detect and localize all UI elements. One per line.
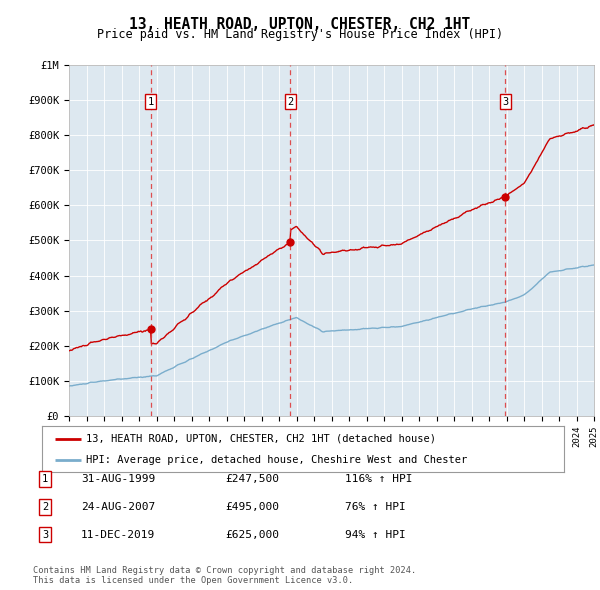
Text: Price paid vs. HM Land Registry's House Price Index (HPI): Price paid vs. HM Land Registry's House … [97, 28, 503, 41]
Text: 3: 3 [42, 530, 48, 539]
Text: 1: 1 [42, 474, 48, 484]
Text: 116% ↑ HPI: 116% ↑ HPI [345, 474, 413, 484]
Text: 94% ↑ HPI: 94% ↑ HPI [345, 530, 406, 539]
Text: 1: 1 [148, 97, 154, 107]
Text: Contains HM Land Registry data © Crown copyright and database right 2024.
This d: Contains HM Land Registry data © Crown c… [33, 566, 416, 585]
Text: £625,000: £625,000 [225, 530, 279, 539]
Text: 3: 3 [502, 97, 509, 107]
Text: 13, HEATH ROAD, UPTON, CHESTER, CH2 1HT: 13, HEATH ROAD, UPTON, CHESTER, CH2 1HT [130, 17, 470, 31]
Text: 13, HEATH ROAD, UPTON, CHESTER, CH2 1HT (detached house): 13, HEATH ROAD, UPTON, CHESTER, CH2 1HT … [86, 434, 436, 444]
Text: 31-AUG-1999: 31-AUG-1999 [81, 474, 155, 484]
Text: HPI: Average price, detached house, Cheshire West and Chester: HPI: Average price, detached house, Ches… [86, 455, 467, 466]
Text: 2: 2 [287, 97, 293, 107]
Text: 2: 2 [42, 502, 48, 512]
Text: 76% ↑ HPI: 76% ↑ HPI [345, 502, 406, 512]
Text: 24-AUG-2007: 24-AUG-2007 [81, 502, 155, 512]
Text: 11-DEC-2019: 11-DEC-2019 [81, 530, 155, 539]
Text: £495,000: £495,000 [225, 502, 279, 512]
Text: £247,500: £247,500 [225, 474, 279, 484]
